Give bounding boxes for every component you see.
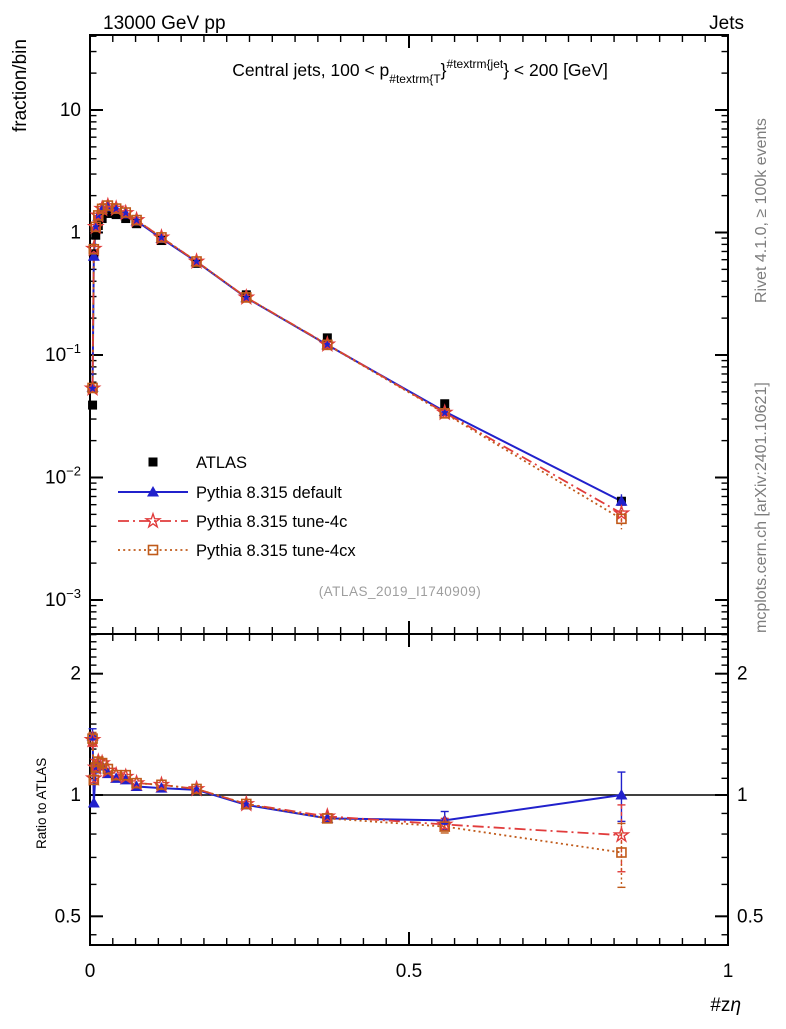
mc-data-marker-main xyxy=(439,408,451,419)
mc-data-marker-ratio xyxy=(120,769,132,781)
mc-data-marker-ratio xyxy=(102,763,114,775)
main-y-tick-label: 10−3 xyxy=(45,586,81,611)
mc-data-marker-main xyxy=(322,339,333,351)
main-y-tick-label: 1 xyxy=(70,223,81,244)
legend-label-pythia-tune-4c: Pythia 8.315 tune-4c xyxy=(196,513,347,531)
mc-data-marker-main xyxy=(191,256,202,267)
main-y-tick-label: 10 xyxy=(60,100,81,121)
beam-energy-label: 13000 GeV pp xyxy=(103,13,226,34)
legend-marker-mc xyxy=(144,511,162,529)
plot-frames-and-ticks: 10 1 10−1 10−2 10−3 2 2 1 1 0.5 0.5 0 0.5 1 xyxy=(45,34,763,982)
plot-title-prefix: Central jets, 100 < p xyxy=(232,60,389,80)
mc-data-marker-main xyxy=(87,382,98,394)
legend: ATLAS Pythia 8.315 default Pythia 8.315 … xyxy=(196,454,356,560)
mc-data-marker-main xyxy=(131,214,142,226)
x-axis-title-eta: η xyxy=(730,995,741,1016)
process-label: Jets xyxy=(709,13,744,34)
series-line-main xyxy=(91,204,622,520)
legend-marker-mc xyxy=(147,486,159,497)
plot-title-brace: } xyxy=(441,60,447,80)
plot-title-subscript: #textrm{T xyxy=(389,72,441,86)
legend-label-pythia-default: Pythia 8.315 default xyxy=(196,484,342,502)
mc-data-marker-ratio xyxy=(88,774,100,786)
mc-data-marker-ratio xyxy=(96,757,108,769)
mc-data-marker-main xyxy=(156,232,167,243)
mc-data-marker-ratio xyxy=(241,798,252,810)
legend-glyphs xyxy=(118,457,188,556)
plot-title-superscript: #textrm{jet xyxy=(447,57,504,71)
legend-marker-atlas xyxy=(148,457,158,467)
mc-data-marker-ratio xyxy=(322,813,333,824)
series-line-ratio xyxy=(91,736,622,822)
atlas-data-marker xyxy=(103,208,113,218)
atlas-data-marker xyxy=(121,214,131,224)
mc-data-marker-ratio xyxy=(616,847,627,858)
atlas-data-marker xyxy=(91,230,101,240)
ratio-y-tick-label-right: 0.5 xyxy=(737,906,763,927)
x-axis-title: #zη xyxy=(710,995,741,1016)
mc-data-marker-ratio xyxy=(615,789,628,800)
mc-data-marker-ratio xyxy=(439,821,451,832)
x-tick-label: 1 xyxy=(723,961,734,982)
mc-data-marker-ratio xyxy=(87,797,100,808)
legend-label-pythia-tune-4cx: Pythia 8.315 tune-4cx xyxy=(196,542,356,560)
atlas-data-marker xyxy=(88,400,98,410)
main-y-tick-label: 10−1 xyxy=(45,341,81,366)
mc-data-marker-ratio xyxy=(612,825,631,843)
mc-data-marker-main xyxy=(241,292,252,303)
legend-label-atlas: ATLAS xyxy=(196,454,247,472)
ratio-y-tick-label-right: 2 xyxy=(737,664,748,685)
mc-data-marker-ratio xyxy=(87,733,98,744)
mc-data-marker-ratio xyxy=(131,777,142,789)
mc-data-marker-main xyxy=(615,495,628,506)
ratio-y-tick-label-right: 1 xyxy=(737,785,748,806)
mc-data-marker-main xyxy=(88,243,100,255)
mc-data-marker-ratio xyxy=(191,783,202,795)
series-line-main xyxy=(91,205,622,515)
x-tick-label: 0 xyxy=(85,961,96,982)
mc-data-marker-main xyxy=(612,503,631,521)
mc-data-marker-ratio xyxy=(156,779,167,791)
mc-data-marker-main xyxy=(96,203,108,215)
mc-data-marker-main xyxy=(616,513,627,525)
legend-marker-mc xyxy=(147,544,159,556)
ratio-y-axis-title: Ratio to ATLAS xyxy=(34,758,49,849)
mc-data-marker-main xyxy=(90,221,102,233)
x-axis-title-prefix: #z xyxy=(710,995,730,1016)
plot-title-suffix: } < 200 [GeV] xyxy=(503,60,608,80)
series-line-main xyxy=(91,205,622,503)
series-line-ratio xyxy=(91,739,622,837)
atlas-data-marker xyxy=(93,221,103,231)
mc-data-marker-main xyxy=(120,207,132,218)
main-frame xyxy=(89,34,729,635)
ratio-y-tick-label: 2 xyxy=(70,664,81,685)
main-y-axis-title: fraction/bin xyxy=(10,39,31,132)
ratio-y-tick-label: 1 xyxy=(70,785,81,806)
rivet-version-note: Rivet 4.1.0, ≥ 100k events xyxy=(753,118,770,303)
plot-data-series xyxy=(83,196,728,889)
mc-data-marker-main xyxy=(87,250,100,261)
mcplots-reference-note: mcplots.cern.ch [arXiv:2401.10621] xyxy=(753,382,770,633)
analysis-id-watermark: (ATLAS_2019_I1740909) xyxy=(319,584,482,599)
ratio-y-tick-label: 0.5 xyxy=(55,906,81,927)
plot-title: Central jets, 100 < p#textrm{T}#textrm{j… xyxy=(232,57,608,86)
main-y-tick-label: 10−2 xyxy=(45,464,81,489)
atlas-data-marker xyxy=(111,210,121,220)
x-tick-label: 0.5 xyxy=(396,961,422,982)
